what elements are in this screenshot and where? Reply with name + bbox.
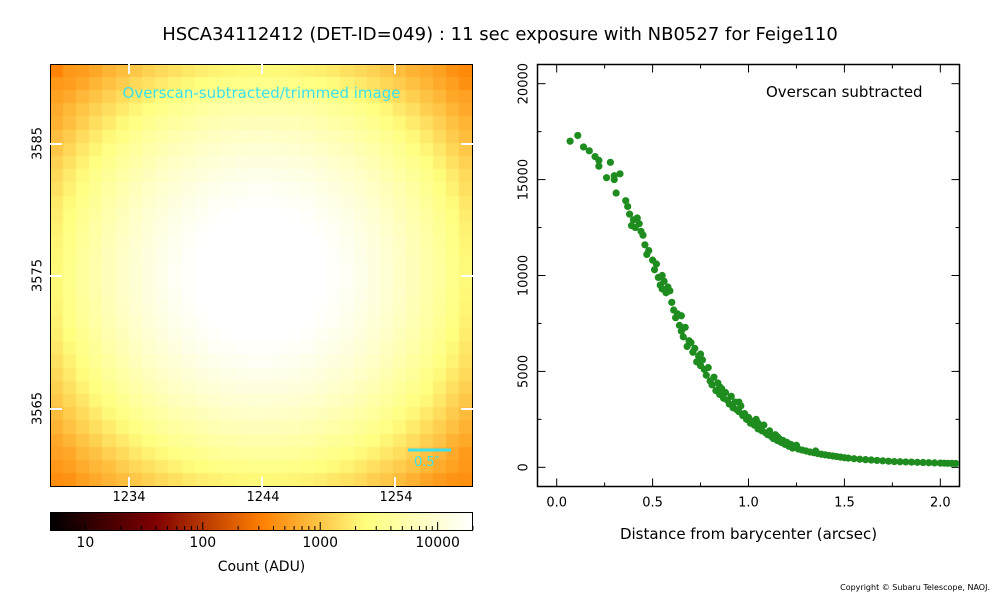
data-point — [861, 456, 870, 464]
data-point — [610, 172, 618, 180]
y-tick-label: 20000 — [517, 63, 532, 104]
data-point — [566, 137, 574, 145]
scale-bar-label: 0.5″ — [414, 455, 440, 470]
data-point — [645, 246, 653, 255]
data-point — [773, 433, 781, 441]
profile-plot: 0.0 0.5 1.0 1.5 2.0 0 5000 10000 15000 20000 — [517, 63, 961, 511]
colorbar-tick-label: 10 — [76, 535, 94, 551]
image-y-tick-label: 3575 — [30, 258, 46, 293]
data-point — [708, 381, 716, 389]
data-point — [727, 392, 735, 400]
data-point — [704, 363, 712, 372]
data-point — [574, 131, 582, 140]
x-tick-label: 0.0 — [546, 496, 567, 511]
image-x-tick-label: 1234 — [112, 490, 146, 505]
y-tick-label: 10000 — [517, 255, 532, 296]
colorbar-tick-label: 100 — [189, 535, 216, 551]
data-point — [735, 398, 743, 406]
data-point — [867, 456, 875, 464]
plot-annotation: Overscan subtracted — [766, 83, 923, 101]
data-point — [687, 339, 695, 347]
image-y-tick-label: 3585 — [30, 126, 46, 161]
data-point — [792, 441, 801, 449]
y-tick-label: 15000 — [517, 159, 532, 200]
data-point — [602, 174, 611, 182]
data-point — [896, 458, 904, 466]
data-point — [902, 458, 910, 466]
data-point — [850, 455, 858, 463]
data-point — [766, 427, 774, 435]
data-point — [879, 457, 887, 465]
data-point — [585, 147, 593, 155]
image-frame — [50, 64, 473, 487]
data-point — [716, 383, 724, 391]
data-point — [639, 231, 647, 239]
y-tick-label: 5000 — [517, 355, 532, 388]
data-point — [641, 241, 649, 249]
data-point — [612, 189, 620, 197]
data-point — [907, 458, 916, 466]
data-point — [679, 333, 687, 341]
data-point — [579, 143, 588, 151]
data-point — [721, 388, 730, 397]
data-point — [622, 197, 630, 205]
colorbar-tick-label: 10000 — [415, 535, 460, 551]
colorbar-tick-label: 1000 — [302, 535, 338, 551]
data-point — [812, 447, 820, 455]
data-point — [856, 455, 864, 463]
data-point — [624, 202, 632, 211]
data-point — [625, 210, 634, 218]
figure-title: HSCA34112412 (DET-ID=049) : 11 sec expos… — [162, 24, 838, 45]
data-point — [595, 156, 603, 165]
data-point — [930, 459, 939, 467]
data-point — [873, 456, 881, 465]
data-point — [698, 356, 707, 364]
image-y-tick-label: 3565 — [30, 391, 46, 426]
data-point — [658, 271, 666, 280]
image-x-tick-label: 1254 — [379, 490, 413, 505]
data-point — [952, 459, 960, 468]
data-point — [633, 214, 641, 222]
data-point — [691, 344, 699, 352]
data-point — [606, 158, 614, 166]
x-tick-label: 0.5 — [642, 496, 663, 511]
x-tick-label: 2.0 — [930, 496, 951, 511]
data-point — [595, 162, 603, 170]
data-point — [668, 298, 676, 306]
data-point — [696, 350, 705, 358]
data-point — [754, 419, 762, 427]
data-point — [616, 170, 624, 178]
data-point — [925, 459, 933, 467]
detector-image — [50, 64, 473, 487]
data-point — [884, 457, 893, 465]
data-point — [650, 266, 659, 274]
data-point — [760, 421, 768, 429]
data-point — [635, 220, 643, 228]
data-point — [681, 323, 689, 331]
data-point — [919, 458, 927, 467]
data-point — [652, 260, 661, 268]
copyright-notice: Copyright © Subaru Telescope, NAOJ. — [840, 583, 990, 592]
data-point — [844, 454, 852, 462]
data-point — [710, 373, 718, 381]
x-tick-label: 1.0 — [738, 496, 759, 511]
data-point — [660, 277, 668, 285]
data-point — [702, 371, 710, 379]
y-tick-label: 0 — [517, 463, 532, 471]
colorbar-title: Count (ADU) — [217, 559, 306, 575]
x-tick-label: 1.5 — [834, 496, 855, 511]
colorbar: 10 100 1000 10000 — [50, 512, 474, 551]
data-point — [666, 287, 674, 295]
image-x-tick-label: 1244 — [246, 490, 280, 505]
data-point — [677, 312, 685, 320]
data-point — [913, 458, 921, 466]
data-point — [675, 321, 684, 329]
x-axis-label: Distance from barycenter (arcsec) — [619, 525, 878, 543]
data-point — [890, 457, 898, 466]
